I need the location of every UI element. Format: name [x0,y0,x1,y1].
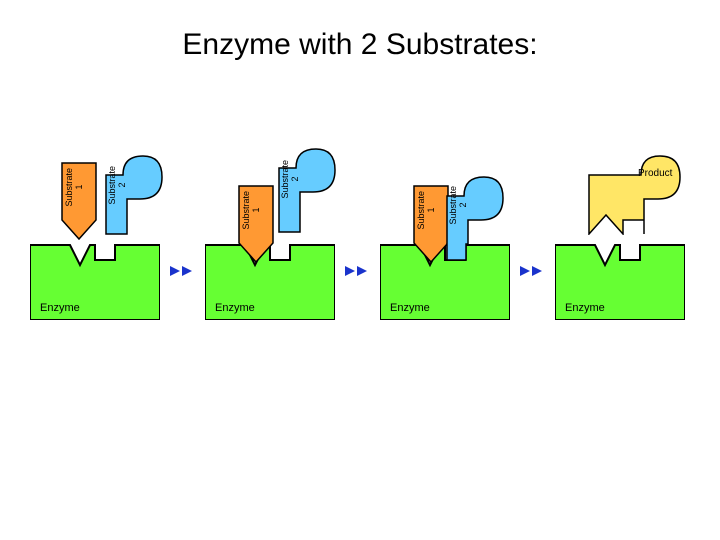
enzyme-block-1: Enzyme [30,245,160,320]
enzyme-block-4: Enzyme [555,245,685,320]
arrow-2 [345,262,375,280]
arrow-1 [170,262,200,280]
substrate-2-label: Substrate2 [281,160,301,199]
substrate-2-label: Substrate2 [108,166,128,205]
enzyme-diagram: Enzyme Substrate1 Substrate2 Enzyme Subs… [30,150,690,370]
product-label: Product [638,168,672,179]
enzyme-label: Enzyme [40,302,80,314]
enzyme-label: Enzyme [390,302,430,314]
substrate-1-label: Substrate1 [65,168,85,207]
page-title: Enzyme with 2 Substrates: [0,28,720,62]
substrate-1-label: Substrate1 [417,191,437,230]
substrate-1-label: Substrate1 [242,191,262,230]
substrate-2-label: Substrate2 [449,186,469,225]
enzyme-label: Enzyme [215,302,255,314]
product-panel-4 [588,155,683,235]
enzyme-label: Enzyme [565,302,605,314]
arrow-3 [520,262,550,280]
